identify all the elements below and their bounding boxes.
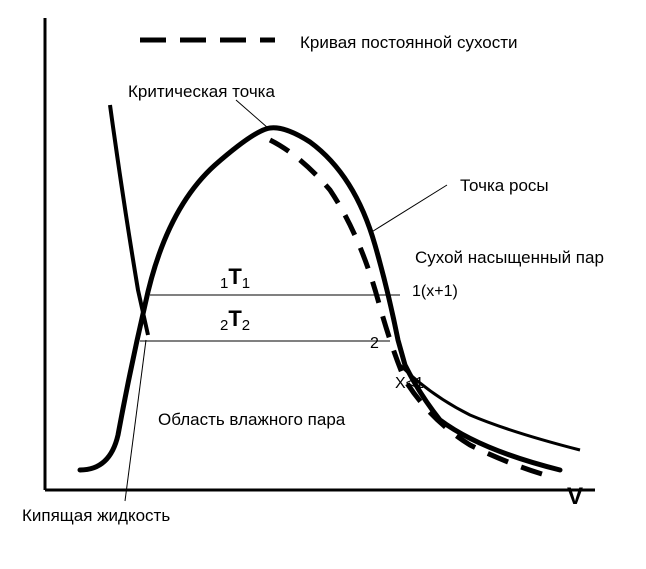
label-v-axis: V: [567, 483, 583, 511]
label-x-lt-1: X<1: [395, 375, 424, 393]
leader-critical: [236, 100, 268, 128]
right-tail-branch: [400, 365, 580, 450]
leader-boiling: [125, 340, 146, 501]
label-point1: 1(x+1): [412, 283, 458, 301]
label-dew-point: Точка росы: [460, 176, 549, 196]
t2-main: T: [228, 306, 241, 331]
label-t2: 2T2: [220, 306, 250, 334]
left-liquid-curve: [110, 105, 148, 335]
label-boiling-liquid: Кипящая жидкость: [22, 506, 170, 526]
phase-diagram: Кривая постоянной сухости Критическая то…: [0, 0, 646, 564]
label-critical-point: Критическая точка: [128, 82, 275, 102]
t1-main: T: [228, 264, 241, 289]
label-dryness-curve: Кривая постоянной сухости: [300, 33, 518, 53]
diagram-svg: [0, 0, 646, 564]
t1-sub: 1: [242, 275, 250, 292]
label-wet-steam: Область влажного пара: [158, 410, 345, 430]
label-point2: 2: [370, 335, 379, 353]
leader-dew: [370, 185, 447, 233]
label-dry-sat-steam: Сухой насыщенный пар: [415, 248, 604, 268]
label-t1: 1T1: [220, 264, 250, 292]
t2-sub: 2: [242, 317, 250, 334]
